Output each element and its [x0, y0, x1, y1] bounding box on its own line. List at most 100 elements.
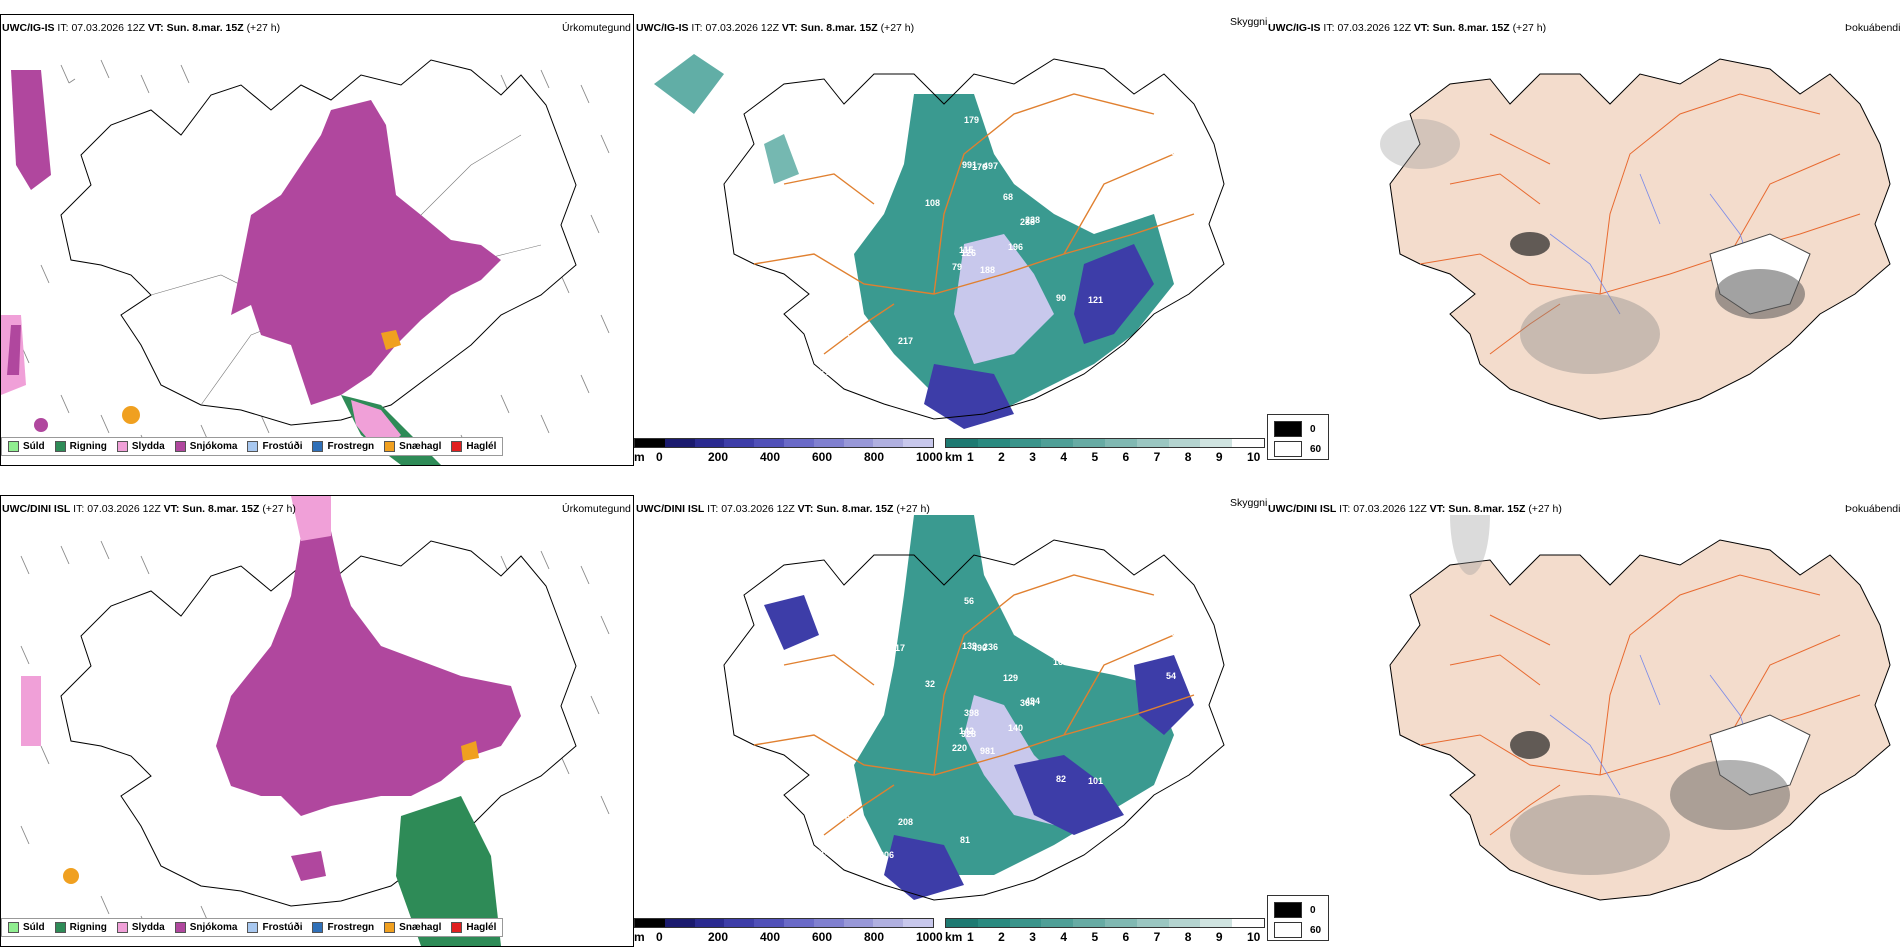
- cloud-base-value: 236: [983, 642, 998, 652]
- lead-time: (+27 h): [1512, 22, 1547, 34]
- colorbar-tick: 9: [1215, 450, 1223, 464]
- colorbar-segment: [1136, 439, 1169, 447]
- colorbar-tick: 800: [864, 450, 885, 464]
- legend-item: Snjókoma: [174, 441, 238, 452]
- iceland-coastline-cloud: [723, 58, 1225, 420]
- colorbar-segment: [783, 919, 814, 927]
- it-value: 07.03.2026 12Z: [87, 503, 161, 515]
- colorbar-tick: 200: [708, 930, 729, 944]
- colorbar-segment: [724, 919, 755, 927]
- legend-label: Haglél: [466, 441, 497, 452]
- fog-key-label: 0: [1310, 904, 1316, 916]
- vt-value: Sun. 8.mar. 15Z: [182, 503, 260, 515]
- legend-item: Haglél: [451, 441, 496, 452]
- cloud-base-value: 32: [925, 679, 935, 689]
- legend-label: Slydda: [131, 922, 165, 933]
- colorbar-segment: [843, 919, 874, 927]
- purple-area: [1074, 244, 1154, 344]
- cloud-base-value: 748: [1053, 137, 1068, 147]
- colorbar-tick: 7: [1153, 450, 1161, 464]
- fog-key-label: 60: [1310, 924, 1322, 936]
- legend-label: Frostúði: [262, 441, 303, 452]
- iceland-land-fog: [1389, 58, 1891, 420]
- legend-item: Frostúði: [247, 922, 302, 933]
- legend-swatch: [116, 441, 128, 452]
- cloud-base-value: 476: [838, 158, 853, 168]
- visibility-colorbar-1: 1 2 3 4 5 6 7 8 9 10 km: [945, 438, 1265, 464]
- model-name: UWC/DINI ISL: [636, 503, 705, 515]
- cloud-base-value: 218: [854, 583, 869, 593]
- legend-label: Snæhagl: [399, 441, 442, 452]
- cloud-base-value: 140: [1008, 723, 1023, 733]
- purple-south: [884, 835, 964, 900]
- cloud-base-value: 176: [972, 162, 987, 172]
- cloud-base-value: 76: [838, 639, 848, 649]
- lead-time: (+27 h): [880, 22, 915, 34]
- vt-value: Sun. 8.mar. 15Z: [800, 22, 878, 34]
- legend-item: Snjókoma: [174, 922, 238, 933]
- model-name: UWC/IG-IS: [636, 22, 689, 34]
- colorbar-segment: [1232, 919, 1264, 927]
- cloud-base-value: 514: [815, 848, 830, 858]
- colorbar-segment: [1168, 439, 1201, 447]
- it-label: IT:: [691, 22, 703, 34]
- legend-swatch: [174, 922, 186, 933]
- cloud-base-value: 83: [830, 164, 840, 174]
- precip-legend-1: Súld Rigning Slydda Snjókoma Frostúði Frostre…: [1, 437, 504, 456]
- colorbar-unit: m: [634, 930, 645, 944]
- colorbar-tick: 10: [1247, 930, 1261, 944]
- precip-type-map-2: [20, 496, 610, 946]
- iceland-land-fog: [1389, 539, 1891, 901]
- cloud-base-value: 303: [1047, 111, 1062, 121]
- cloud-base-value: 82: [1056, 774, 1066, 784]
- legend-swatch: [174, 441, 186, 452]
- fog-black: [1510, 232, 1550, 256]
- colorbar-segment: [873, 919, 904, 927]
- colorbar-segment: [873, 439, 904, 447]
- hail-spot-east: [461, 741, 479, 761]
- colorbar-tick: 1000: [916, 450, 943, 464]
- it-label: IT:: [707, 503, 719, 515]
- legend-item: Frostregn: [312, 441, 374, 452]
- legend-item: Haglél: [451, 922, 496, 933]
- legend-label: Rigning: [69, 441, 107, 452]
- legend-label: Snjókoma: [189, 922, 238, 933]
- colorbar-ticks: 1 2 3 4 5 6 7 8 9 10: [945, 450, 1265, 464]
- lead-time: (+27 h): [1528, 503, 1562, 515]
- cloud-base-value: 217: [890, 643, 905, 653]
- colorbar-segment: [1073, 919, 1105, 927]
- header-fog-1: UWC/IG-IS IT: 07.03.2026 12Z VT: Sun. 8.…: [1268, 22, 1546, 34]
- colorbar-tick: 4: [1060, 450, 1068, 464]
- cloud-base-value: 129: [1003, 673, 1018, 683]
- cloud-base-value: 55: [816, 382, 826, 392]
- vt-value: Sun. 8.mar. 15Z: [1432, 22, 1510, 34]
- fog-key-1: 0 60: [1267, 414, 1329, 460]
- precip-type-panel-2: Súld Rigning Slydda Snjókoma Frostúði Frostre…: [0, 495, 634, 947]
- cloud-base-value: 171: [1160, 396, 1175, 406]
- it-value: 07.03.2026 12Z: [721, 503, 795, 515]
- header-fog-2: UWC/DINI ISL IT: 07.03.2026 12Z VT: Sun.…: [1268, 503, 1562, 515]
- title-cloud-1: Skyggni: [1230, 16, 1268, 28]
- legend-label: Snjókoma: [189, 441, 238, 452]
- vt-label: VT:: [163, 503, 180, 515]
- cloud-panel-2: 981 578 928 514 364 208 399 236 401 140 218 150 244 6…: [634, 515, 1264, 915]
- hail-spot-east: [381, 330, 401, 350]
- it-label: IT:: [1339, 503, 1351, 515]
- legend-swatch: [247, 922, 259, 933]
- colorbar-segment: [694, 439, 725, 447]
- cloud-numbers-1: 188 83 126 877 238 217 303 497 748 196 550 171 358 49…: [803, 102, 1181, 411]
- fog-panel-2: [1290, 515, 1900, 935]
- cloud-base-value: 115: [959, 245, 974, 255]
- cloud-base-value: 188: [980, 265, 995, 275]
- colorbar-unit: m: [634, 450, 645, 464]
- colorbar-segment: [813, 439, 844, 447]
- colorbar-strip: [945, 918, 1265, 928]
- cloud-base-value: 364: [1020, 698, 1035, 708]
- snow-area-south: [291, 851, 326, 881]
- fog-dark: [1715, 269, 1805, 319]
- colorbar-tick: 600: [812, 930, 833, 944]
- colorbar-tick: 800: [864, 930, 885, 944]
- legend-item: Rigning: [54, 441, 107, 452]
- model-name: UWC/IG-IS: [2, 22, 55, 34]
- colorbar-tick: 400: [760, 930, 781, 944]
